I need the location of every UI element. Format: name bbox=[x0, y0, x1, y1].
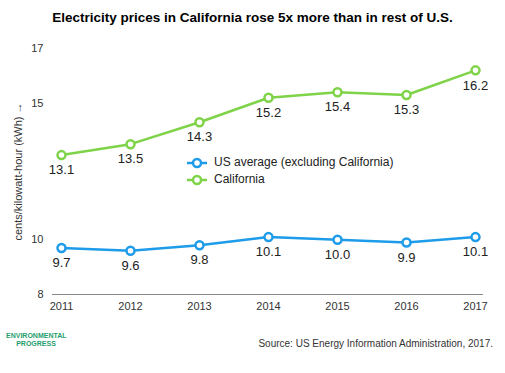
svg-text:14.3: 14.3 bbox=[187, 129, 212, 144]
svg-text:9.7: 9.7 bbox=[52, 255, 70, 270]
svg-text:9.9: 9.9 bbox=[397, 250, 415, 265]
svg-text:9.8: 9.8 bbox=[190, 252, 208, 267]
html-text:California: California bbox=[214, 172, 265, 186]
svg-text:15.4: 15.4 bbox=[325, 99, 350, 114]
svg-text:2016: 2016 bbox=[394, 300, 418, 312]
svg-text:13.5: 13.5 bbox=[118, 151, 143, 166]
svg-text:2015: 2015 bbox=[325, 300, 349, 312]
svg-text:17: 17 bbox=[31, 42, 43, 54]
svg-text:2017: 2017 bbox=[463, 300, 487, 312]
svg-text:10: 10 bbox=[31, 233, 43, 245]
svg-text:15.2: 15.2 bbox=[256, 105, 281, 120]
svg-text:16.2: 16.2 bbox=[463, 78, 488, 93]
svg-text:15: 15 bbox=[31, 97, 43, 109]
svg-text:2014: 2014 bbox=[256, 300, 280, 312]
svg-text:8: 8 bbox=[37, 288, 43, 300]
html-text:Electricity prices in Californ: Electricity prices in California rose 5x… bbox=[52, 10, 453, 25]
svg-text:10.1: 10.1 bbox=[256, 244, 281, 259]
svg-text:13.1: 13.1 bbox=[49, 162, 74, 177]
svg-text:2013: 2013 bbox=[187, 300, 211, 312]
svg-text:cents/kilowatt-hour (kWh) →: cents/kilowatt-hour (kWh) → bbox=[12, 102, 24, 240]
html-text:US average (excluding Californ: US average (excluding California) bbox=[214, 155, 394, 169]
svg-text:10.1: 10.1 bbox=[463, 244, 488, 259]
svg-text:2011: 2011 bbox=[50, 300, 74, 312]
svg-text:9.6: 9.6 bbox=[121, 258, 139, 273]
html-text:ENVIRONMENTAL PROGRESS: ENVIRONMENTAL PROGRESS bbox=[6, 332, 67, 347]
svg-text:2012: 2012 bbox=[118, 300, 142, 312]
svg-text:10.0: 10.0 bbox=[325, 247, 350, 262]
html-text:Source: US Energy Information: Source: US Energy Information Administra… bbox=[258, 338, 493, 349]
svg-text:15.3: 15.3 bbox=[394, 102, 419, 117]
